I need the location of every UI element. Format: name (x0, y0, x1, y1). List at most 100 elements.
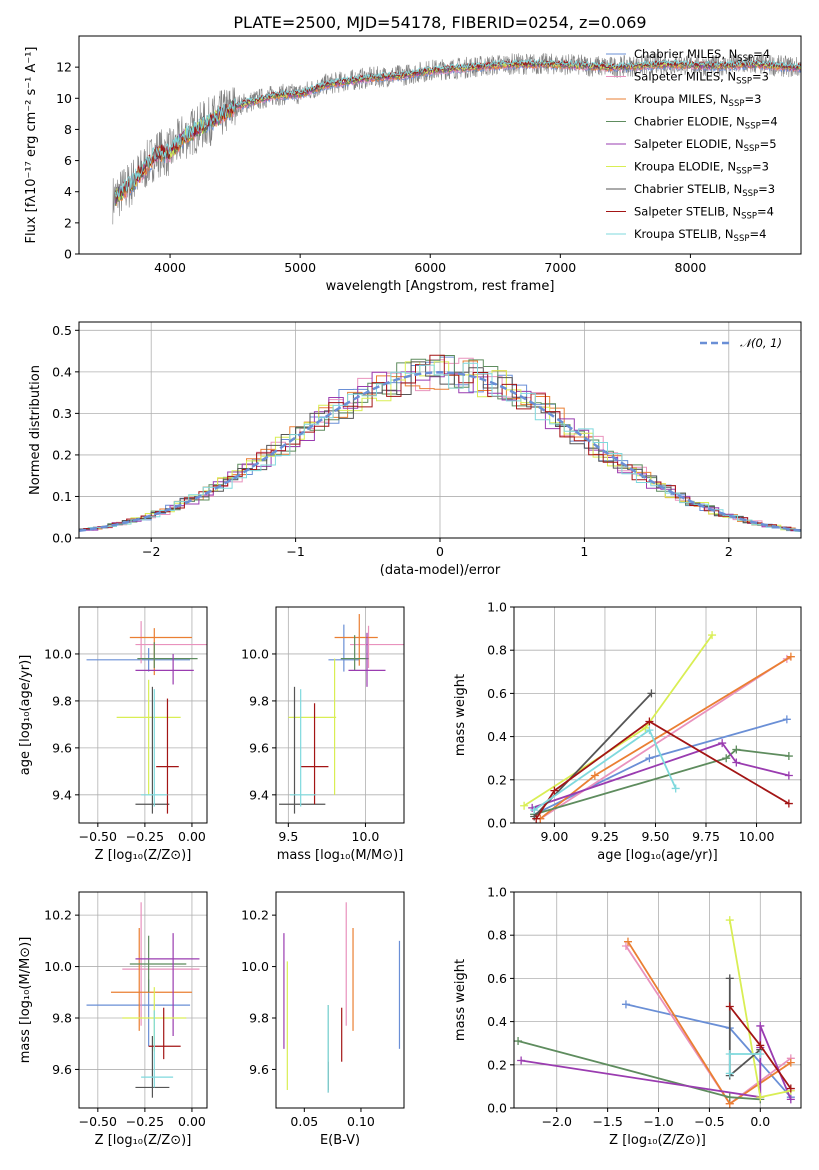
errorbar-point (156, 698, 179, 814)
errorbar-point (111, 928, 192, 1031)
weight-marker (725, 916, 734, 925)
legend-entry: 𝒩(0, 1) (740, 336, 782, 350)
y-tick-label: 0.2 (52, 447, 72, 462)
y-tick-label: 0.8 (487, 928, 507, 943)
model-spectrum-8 (115, 58, 801, 198)
axes-frame (78, 321, 802, 539)
plot-area-spectrum (112, 52, 801, 225)
errorbar-point (135, 686, 170, 814)
y-tick-label: 0.4 (52, 364, 72, 379)
x-tick-label: 2 (725, 544, 733, 559)
y-tick-label: 9.6 (249, 740, 269, 755)
weight-marker (756, 1050, 765, 1058)
y-tick-label: 10.0 (241, 959, 269, 974)
errorbar-point (116, 679, 181, 795)
legend-entry: Salpeter STELIB, NSSP=4 (634, 205, 774, 222)
weight-marker (532, 814, 541, 823)
weight-marker (530, 806, 539, 815)
legend-entry: Chabrier ELODIE, NSSP=4 (634, 115, 778, 132)
axes-frame (513, 606, 802, 824)
x-axis-label: Z [log₁₀(Z/Z⊙)] (95, 1133, 192, 1148)
errorbar-point (135, 653, 194, 685)
y-tick-label: 0.6 (487, 971, 507, 986)
y-tick-label: 0.2 (487, 1057, 507, 1072)
weight-marker (725, 1093, 734, 1102)
x-tick-label: 10.00 (739, 829, 775, 844)
x-tick-label: 0.00 (178, 829, 206, 844)
y-axis-label: mass [log₁₀(M/M⊙)] (18, 937, 33, 1064)
x-tick-label: 1 (580, 544, 588, 559)
x-tick-label: −0.5 (694, 1114, 724, 1129)
errorbar-point (279, 686, 326, 814)
x-tick-label: 0 (436, 544, 444, 559)
weight-line-4 (531, 742, 790, 809)
y-tick-label: 0.2 (487, 772, 507, 787)
x-tick-label: −2.0 (542, 1114, 572, 1129)
axes-frame (275, 606, 405, 824)
y-tick-label: 0.3 (52, 406, 72, 421)
y-tick-label: 10.0 (44, 959, 72, 974)
errorbar-point (334, 614, 378, 666)
x-tick-label: 0.00 (178, 1114, 206, 1129)
plot-area-weight_vs_Z (514, 916, 795, 1108)
spectrum-legend: Chabrier MILES, NSSP=4 Salpeter MILES, NS… (606, 47, 778, 244)
plot-area-mass_vs_Z (86, 902, 200, 1098)
y-tick-label: 0.6 (487, 686, 507, 701)
y-tick-label: 0.4 (487, 1014, 507, 1029)
x-tick-label: −2 (142, 544, 160, 559)
panel-weight_vs_Z: −2.0 −1.5 −1.0 −0.5 0.0 0.0 0.2 0.4 0.6 0.8 1.0 Z [… (453, 885, 802, 1148)
weight-marker (647, 689, 656, 698)
weight-marker (732, 758, 741, 767)
plot-area-weight_vs_age (520, 631, 795, 823)
panel-spectrum: 4000 5000 6000 7000 8000 0 2 4 6 8 10 12 wavelength … (24, 35, 802, 294)
errorbar-point (340, 635, 369, 671)
y-tick-label: 1.0 (487, 600, 507, 615)
errorbar-point (137, 642, 198, 669)
errorbar-point (141, 689, 168, 807)
y-tick-label: 0.1 (52, 489, 72, 504)
weight-marker (520, 801, 529, 810)
y-tick-label: 2 (64, 215, 72, 230)
axes-frame (78, 35, 802, 255)
weight-marker (623, 937, 632, 946)
errorbar-point (348, 632, 386, 687)
weight-line-0 (533, 718, 788, 816)
x-tick-label: 10.0 (352, 829, 380, 844)
panel-mass_vs_Z: −0.50 −0.25 0.00 9.6 9.8 10.0 10.2 Z [log₁₀(Z/Z… (18, 891, 208, 1148)
panel-mass_vs_EBV: 0.05 0.10 9.6 9.8 10.0 10.2 E(B-V) (241, 891, 405, 1148)
x-tick-label: 8000 (675, 260, 707, 275)
weight-line-1 (539, 658, 788, 820)
legend-entry: Salpeter MILES, NSSP=3 (634, 70, 769, 87)
x-axis-label: Z [log₁₀(Z/Z⊙)] (95, 848, 192, 863)
y-axis-label: mass weight (453, 674, 468, 756)
y-tick-label: 9.8 (249, 693, 269, 708)
weight-marker (590, 771, 599, 780)
weight-marker (725, 1069, 734, 1078)
figure-title: PLATE=2500, MJD=54178, FIBERID=0254, z=0… (233, 13, 646, 32)
axes-frame (78, 891, 208, 1109)
y-tick-label: 0.0 (487, 816, 507, 831)
legend-entry: Kroupa MILES, NSSP=3 (634, 92, 761, 109)
errorbar-point (86, 648, 191, 672)
weight-marker (732, 745, 741, 754)
legend-entry: Salpeter ELODIE, NSSP=5 (634, 137, 777, 154)
weight-line-7 (535, 720, 790, 820)
x-tick-label: 9.75 (692, 829, 720, 844)
weight-marker (786, 1095, 795, 1104)
weight-marker (756, 1041, 765, 1050)
x-tick-label: 6000 (414, 260, 446, 275)
legend-entry: Chabrier MILES, NSSP=4 (634, 47, 770, 64)
y-tick-label: 6 (64, 153, 72, 168)
weight-marker (786, 1058, 795, 1067)
errorbar-point (289, 689, 317, 807)
legend-entry: Kroupa ELODIE, NSSP=3 (634, 160, 769, 177)
errorbar-point (135, 621, 207, 664)
weight-marker (621, 942, 630, 950)
weight-marker (645, 717, 654, 726)
errorbar-point (350, 625, 404, 669)
y-tick-label: 10.0 (241, 646, 269, 661)
y-tick-label: 0 (64, 247, 72, 262)
weight-marker (725, 1002, 734, 1011)
panel-residuals: −2 −1 0 1 2 0.0 0.1 0.2 0.3 0.4 0.5 (data-model)/er… (28, 321, 802, 578)
